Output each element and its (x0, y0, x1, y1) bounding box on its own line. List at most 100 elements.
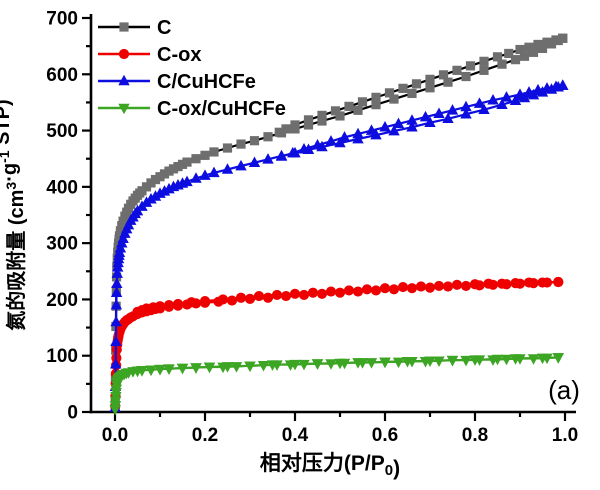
series-C/CuHCFe-marker (541, 82, 553, 93)
series-C/CuHCFe-marker (419, 110, 432, 122)
series-C-marker (303, 120, 314, 130)
series-C-ox-marker (510, 278, 521, 289)
series-C-marker (510, 55, 521, 65)
series-C/CuHCFe-marker (145, 193, 157, 204)
series-C/CuHCFe-marker (275, 150, 288, 161)
y-tick-label: 500 (46, 121, 78, 142)
series-C-ox/CuHCFe-marker (244, 361, 256, 373)
series-C-marker (335, 111, 345, 121)
series-C/CuHCFe-marker (110, 335, 122, 346)
series-C/CuHCFe-marker (500, 91, 513, 102)
series-C-ox/CuHCFe-marker (230, 362, 243, 373)
x-tick-label: 0.8 (462, 425, 488, 446)
series-C/CuHCFe-marker (365, 124, 378, 135)
series-C-ox/CuHCFe-marker (338, 358, 351, 370)
series-C/CuHCFe-marker (110, 298, 123, 310)
series-C/CuHCFe-marker (424, 116, 436, 127)
series-C-marker (452, 65, 462, 75)
legend-label: C/CuHCFe (157, 71, 256, 93)
x-axis-title: 相对压力(P/P0) (260, 451, 400, 480)
series-C-ox/CuHCFe-marker (145, 365, 157, 376)
series-C/CuHCFe-marker (298, 142, 310, 154)
series-C-marker (371, 92, 381, 102)
series-C-ox-marker (496, 278, 508, 289)
series-C-marker (263, 132, 273, 142)
series-C-marker (425, 83, 435, 93)
series-C/CuHCFe-marker (190, 172, 202, 183)
series-C-ox-marker (537, 277, 548, 288)
series-C-ox/CuHCFe-marker (190, 363, 202, 374)
series-C/CuHCFe-marker (287, 146, 299, 158)
series-C-ox-marker (460, 280, 472, 292)
series-C-ox/CuHCFe-marker (365, 358, 378, 369)
series-C-ox/CuHCFe-marker (406, 357, 418, 368)
series-C-ox/CuHCFe-marker (203, 362, 216, 374)
series-C-ox/CuHCFe-marker (154, 364, 166, 376)
series-C-ox-marker (483, 278, 494, 289)
panel-label: (a) (548, 375, 580, 405)
series-C/CuHCFe-marker (334, 136, 346, 148)
series-C-marker (182, 157, 192, 167)
series-C/CuHCFe-marker (478, 103, 490, 115)
series-C-marker (209, 147, 219, 157)
series-C/CuHCFe-marker (392, 117, 405, 129)
series-C-marker (465, 61, 476, 71)
series-C-marker (115, 226, 125, 236)
series-C/CuHCFe-marker (109, 357, 122, 369)
series-C-marker (118, 216, 128, 226)
series-C-marker (558, 33, 568, 43)
series-C/CuHCFe-marker (496, 98, 508, 109)
series-C-marker (528, 47, 539, 57)
series-C-ox/CuHCFe-marker (433, 356, 445, 367)
series-C-ox-marker (163, 299, 175, 311)
legend-marker-triangle-up-icon (118, 74, 130, 86)
legend-item-C-ox/CuHCFe: C-ox/CuHCFe (98, 98, 286, 120)
legend-item-C: C (98, 17, 171, 39)
series-C/CuHCFe (109, 79, 569, 412)
series-C-ox-marker (415, 281, 427, 292)
series-C-marker (344, 101, 354, 111)
series-C/CuHCFe-marker (557, 79, 569, 90)
series-C-marker (114, 231, 125, 241)
series-C/CuHCFe-marker (406, 114, 418, 125)
series-C/CuHCFe-marker (235, 159, 247, 171)
y-tick-label: 400 (46, 177, 78, 198)
series-C-marker (438, 70, 449, 80)
legend-marker-triangle-down-icon (118, 103, 130, 115)
series-C-ox/CuHCFe-marker (500, 354, 513, 366)
x-tick-label: 0.2 (192, 425, 218, 446)
series-C/CuHCFe-marker (446, 104, 459, 115)
series-C-ox-marker (397, 281, 409, 293)
series-C-marker (290, 120, 300, 130)
series-C-marker (330, 106, 341, 116)
x-tick-label: 0.0 (102, 425, 128, 446)
series-C-ox/CuHCFe-marker (176, 363, 189, 375)
series-C-ox/CuHCFe-marker (392, 357, 405, 369)
series-C-ox/CuHCFe-marker (217, 362, 229, 374)
series-C-ox/CuHCFe-marker (473, 355, 486, 366)
series-C/CuHCFe-marker (110, 286, 123, 297)
series-C-ox-marker (442, 281, 454, 292)
series-C-marker (551, 35, 561, 45)
series-C/CuHCFe-marker (111, 267, 123, 278)
series-C-ox-marker (226, 295, 238, 306)
series-C-ox/CuHCFe-marker (541, 353, 553, 365)
x-tick-label: 0.4 (282, 425, 309, 446)
series-C-marker (357, 97, 368, 107)
series-C/CuHCFe-marker (487, 93, 499, 105)
series-C-ox-marker (307, 287, 319, 298)
series-C-ox/CuHCFe-marker (131, 366, 144, 378)
series-C-ox/CuHCFe-marker (325, 359, 337, 370)
y-axis-title: 氮的吸附量 (cm3·g-1 STP) (0, 99, 28, 330)
series-C-ox-marker (271, 289, 283, 301)
series-C-ox (110, 276, 564, 412)
series-C/CuHCFe-marker (514, 88, 526, 99)
series-C-ox/CuHCFe-marker (527, 354, 540, 365)
series-C-marker (317, 116, 327, 126)
legend-label: C-ox/CuHCFe (157, 98, 286, 120)
series-C/CuHCFe-marker (532, 83, 544, 95)
y-tick-label: 300 (46, 234, 78, 255)
series-C/CuHCFe-marker (550, 80, 562, 91)
